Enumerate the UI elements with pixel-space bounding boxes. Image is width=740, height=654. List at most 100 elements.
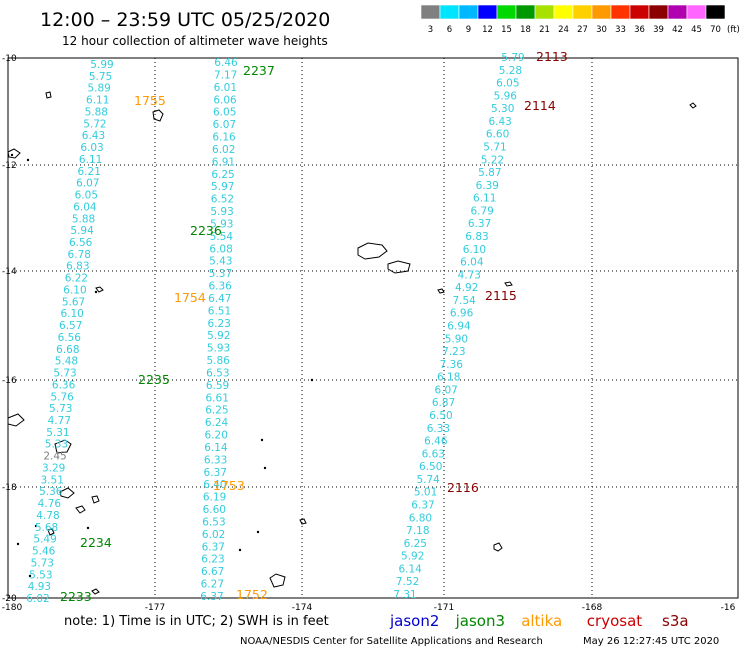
wave-height-reading: 6.46 [214,57,238,69]
pass-time-label: 2115 [485,288,517,303]
wave-height-reading: 6.56 [58,332,82,344]
wave-height-reading: 5.46 [32,546,56,558]
satellite-legend-jason2: jason2 [389,612,439,630]
wave-height-reading: 5.92 [207,330,230,342]
wave-height-reading: 6.79 [470,205,493,217]
lat-lon-grid [7,57,739,599]
pass-time-label: 1754 [174,290,206,305]
wave-height-reading: 6.23 [201,554,224,566]
wave-height-reading: 6.10 [60,308,83,320]
wave-height-reading: 6.43 [488,116,511,128]
y-tick-label: -18 [2,483,17,493]
wave-height-reading: 6.23 [207,318,230,330]
legend-swatch-39 [648,4,669,20]
wave-height-reading: 5.37 [209,268,232,280]
wave-height-reading: 6.50 [419,461,442,473]
wave-height-reading: 7.54 [452,295,476,307]
legend-swatch-15 [496,4,517,20]
island-outline [45,91,52,99]
islet-dot [34,524,38,528]
y-tick-label: -14 [2,267,17,277]
wave-height-reading: 4.77 [48,415,71,427]
wave-height-reading: 6.80 [409,512,432,524]
legend-label-36: 36 [634,25,645,35]
satellite-legend-altika: altika [521,612,562,630]
wave-height-reading: 6.21 [78,166,101,178]
satellite-legend-jason3: jason3 [455,612,505,630]
wave-height-reading: 6.46 [424,436,448,448]
islet-dot [94,290,98,294]
y-tick-label: -10 [2,54,17,64]
legend-swatch-18 [515,4,536,20]
legend-swatch-6 [439,4,460,20]
legend-swatch-24 [553,4,574,20]
wave-height-reading: 5.94 [70,225,94,237]
map-footer: note: 1) Time is in UTC; 2) SWH is in fe… [64,612,719,647]
wave-height-reading: 6.37 [468,218,491,230]
wave-height-reading: 6.83 [66,261,89,273]
wave-height-reading: 6.50 [429,410,452,422]
wave-height-reading: 6.07 [213,119,236,131]
wave-height-reading: 6.11 [79,154,102,166]
legend-swatch-21 [534,4,555,20]
x-tick-label: -16 [721,603,736,613]
satellite-legend-s3a: s3a [662,612,689,630]
wave-height-reading: 6.83 [465,231,488,243]
wave-height-reading: 6.67 [201,566,224,578]
wave-height-reading: 5.67 [62,296,85,308]
wave-height-reading: 6.39 [476,180,499,192]
wave-height-reading: 5.86 [206,355,230,367]
island-outline [689,102,697,109]
wave-height-reading: 6.07 [434,384,457,396]
wave-height-reading: 4.93 [28,581,51,593]
pass-time-label: 1753 [213,478,245,493]
legend-label-3: 3 [428,25,433,35]
wave-height-reading: 5.36 [39,486,63,498]
legend-swatch-36 [629,4,650,20]
axis-ticks: -180 -177 -174 -171 -168 -16 -10 -12 -14 -16 -18 -2… [2,54,736,613]
wave-height-reading: 5.49 [33,534,56,546]
legend-label-24: 24 [558,25,569,35]
wave-height-reading: 6.96 [450,308,474,320]
wave-height-reading: 4.78 [36,510,59,522]
wave-height-reading: 6.14 [398,563,422,575]
wave-height-reading: 6.16 [212,132,236,144]
x-tick-label: -180 [2,603,23,613]
wave-height-reading: 2.45 [43,451,66,463]
wave-height-reading: 6.87 [432,397,455,409]
island-outline [7,148,21,159]
legend-label-42: 42 [672,25,683,35]
wave-height-reading: 3.51 [41,474,64,486]
wave-height-reading: 6.06 [213,94,237,106]
wave-height-reading: 6.57 [59,320,82,332]
wave-height-reading: 4.76 [38,498,62,510]
island-outline [299,518,307,525]
wave-height-reading: 6.37 [411,500,434,512]
legend-label-33: 33 [615,25,626,35]
map-title: 12:00 – 23:59 UTC 05/25/2020 [40,9,330,31]
islet-dot [28,574,32,578]
wave-height-reading: 4.73 [458,269,481,281]
wave-height-reading: 6.25 [205,405,228,417]
wave-height-reading: 6.10 [463,244,486,256]
wave-height-reading: 5.93 [210,206,233,218]
pass-time-label: 2113 [536,49,568,64]
legend-label-45: 45 [691,25,702,35]
wave-height-reading: 5.88 [85,106,108,118]
wave-height-reading: 5.73 [53,368,76,380]
wave-height-reading: 7.18 [406,525,429,537]
legend-label-27: 27 [577,25,588,35]
wave-height-reading: 6.53 [206,367,229,379]
wave-height-reading: 5.93 [210,218,233,230]
wave-height-reading: 6.59 [206,380,229,392]
island-outline [269,573,286,588]
wave-height-reading: 5.99 [90,59,113,71]
wave-height-reading: 6.27 [201,579,224,591]
island-outline [59,487,75,499]
x-tick-label: -171 [434,603,454,613]
x-tick-label: -177 [145,603,165,613]
wave-height-reading: 5.93 [207,343,230,355]
wave-height-reading: 6.36 [208,281,232,293]
